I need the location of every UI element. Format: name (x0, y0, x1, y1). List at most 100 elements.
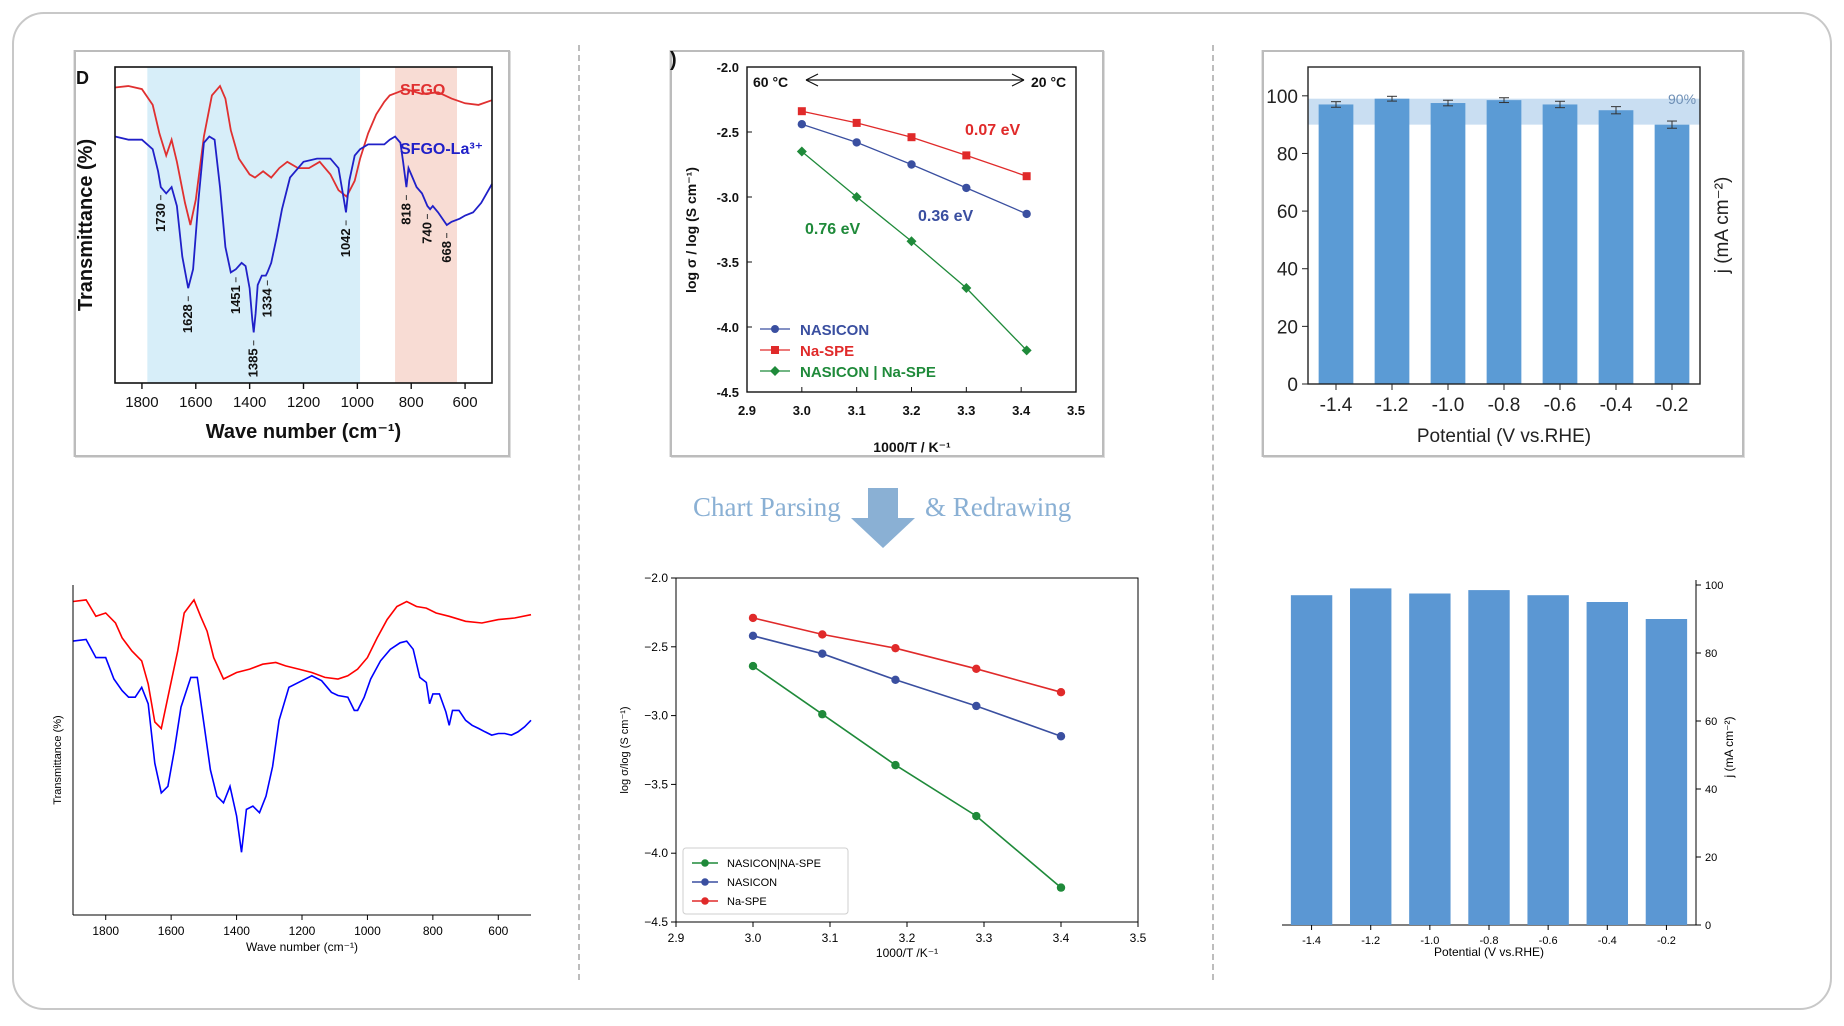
data-point (891, 643, 900, 653)
y-axis-label: log σ/log (S cm⁻¹) (619, 706, 631, 793)
x-tick-label: -0.6 (1539, 935, 1558, 947)
legend-sfgo: SFGO (400, 82, 445, 99)
x-tick-label: -0.8 (1480, 935, 1499, 947)
bar (1468, 590, 1510, 925)
data-point (1021, 345, 1032, 356)
x-tick-label: -0.2 (1656, 395, 1689, 416)
y-tick-label: −3.5 (644, 777, 668, 791)
peak-label: 818 (398, 203, 413, 225)
x-tick-label: -0.2 (1657, 935, 1676, 947)
x-tick-label: -1.4 (1320, 395, 1353, 416)
x-tick-label: -0.4 (1598, 935, 1617, 947)
legend-marker (701, 897, 709, 905)
x-tick-label: -1.0 (1432, 395, 1465, 416)
legend-label: NASICON (727, 877, 777, 889)
data-point (852, 138, 861, 147)
data-point (907, 160, 916, 169)
legend-label: Na-SPE (727, 896, 767, 908)
x-tick-label: 1000 (354, 924, 381, 938)
bar (1350, 588, 1392, 925)
plot-frame (1307, 66, 1701, 385)
arrow-head-icon (805, 73, 1025, 87)
legend-box (682, 847, 849, 915)
x-axis-label: Potential (V vs.RHE) (1434, 945, 1544, 959)
data-point (891, 760, 900, 770)
peak-label: 740 (419, 222, 434, 244)
bar (1318, 104, 1354, 385)
x-tick-label: 3.5 (1130, 931, 1147, 945)
x-tick-label: 3.3 (976, 931, 993, 945)
y-tick-label: -4.0 (717, 320, 739, 335)
bar (1430, 103, 1466, 384)
x-tick-label: 3.2 (902, 403, 920, 418)
x-axis-label: Wave number (cm⁻¹) (206, 421, 401, 443)
process-label: Chart Parsing & Redrawing (680, 488, 1080, 548)
x-tick-label: -0.6 (1544, 395, 1577, 416)
data-point (851, 192, 862, 202)
column-divider-left (578, 45, 580, 980)
panel-letter: D (76, 68, 89, 88)
data-point (796, 146, 807, 157)
x-tick-label: 3.4 (1012, 403, 1031, 418)
peak-label: 1451 (228, 285, 243, 314)
peak-label: 1334 (259, 288, 274, 318)
data-point (748, 613, 758, 623)
data-point (962, 183, 971, 193)
x-axis-label: Potential (V vs.RHE) (1417, 426, 1591, 447)
y-tick-label: 0 (1705, 920, 1711, 932)
y-tick-label: -3.5 (717, 255, 739, 270)
bar (1409, 593, 1451, 925)
peak-label: 668 (439, 241, 454, 263)
y-tick-label: -2.0 (717, 60, 739, 75)
original-arrhenius-card (670, 50, 1104, 457)
y-tick-label: 80 (1277, 144, 1298, 165)
y-tick-label: 100 (1266, 87, 1298, 108)
x-tick-label: -1.4 (1302, 935, 1321, 947)
bar (1527, 595, 1569, 925)
x-tick-label: -1.0 (1420, 935, 1439, 947)
y-tick-label: -4.5 (717, 385, 739, 400)
y-tick-label: 100 (1705, 580, 1723, 592)
y-tick-label: −4.0 (644, 846, 668, 860)
x-tick-label: 1200 (287, 394, 320, 411)
peak-label: 1385 (246, 348, 261, 377)
legend-marker (770, 366, 780, 376)
x-tick-label: 1800 (92, 924, 119, 938)
data-point (961, 283, 972, 293)
data-point (962, 151, 971, 160)
y-tick-label: -2.5 (717, 125, 739, 140)
data-point (1022, 209, 1031, 219)
activation-energy-label: 0.76 eV (805, 221, 860, 238)
x-tick-label: 2.9 (668, 931, 685, 945)
bar (1542, 104, 1578, 385)
legend-label: Na-SPE (800, 343, 854, 360)
x-tick-label: -0.8 (1488, 395, 1521, 416)
activation-energy-label: 0.07 eV (965, 122, 1020, 139)
y-axis-label: Transmittance (%) (52, 715, 64, 804)
column-divider-right (1212, 45, 1214, 980)
data-point (818, 710, 827, 719)
x-tick-label: 3.0 (793, 403, 811, 418)
legend-label: NASICON | Na-SPE (800, 364, 936, 381)
x-tick-label: 3.3 (957, 403, 975, 418)
data-point (972, 664, 981, 674)
x-tick-label: 2.9 (738, 403, 756, 418)
y-tick-label: −3.0 (644, 709, 668, 723)
y-tick-label: 20 (1277, 317, 1298, 338)
x-tick-label: 3.0 (745, 931, 762, 945)
bar (1645, 619, 1688, 925)
panel-letter: ) (670, 49, 677, 71)
legend-label: NASICON (800, 322, 869, 339)
legend-label: NASICON|NA-SPE (727, 858, 821, 870)
redrawing-label: & Redrawing (925, 492, 1072, 522)
y-tick-label: −2.5 (644, 640, 668, 654)
x-tick-label: -1.2 (1361, 935, 1380, 947)
bar (1598, 110, 1634, 385)
data-point (797, 107, 806, 116)
y-axis-label: j (mA cm⁻²) (1722, 717, 1736, 779)
data-point (1022, 172, 1031, 181)
x-axis-label: 1000/T / K⁻¹ (873, 439, 951, 455)
